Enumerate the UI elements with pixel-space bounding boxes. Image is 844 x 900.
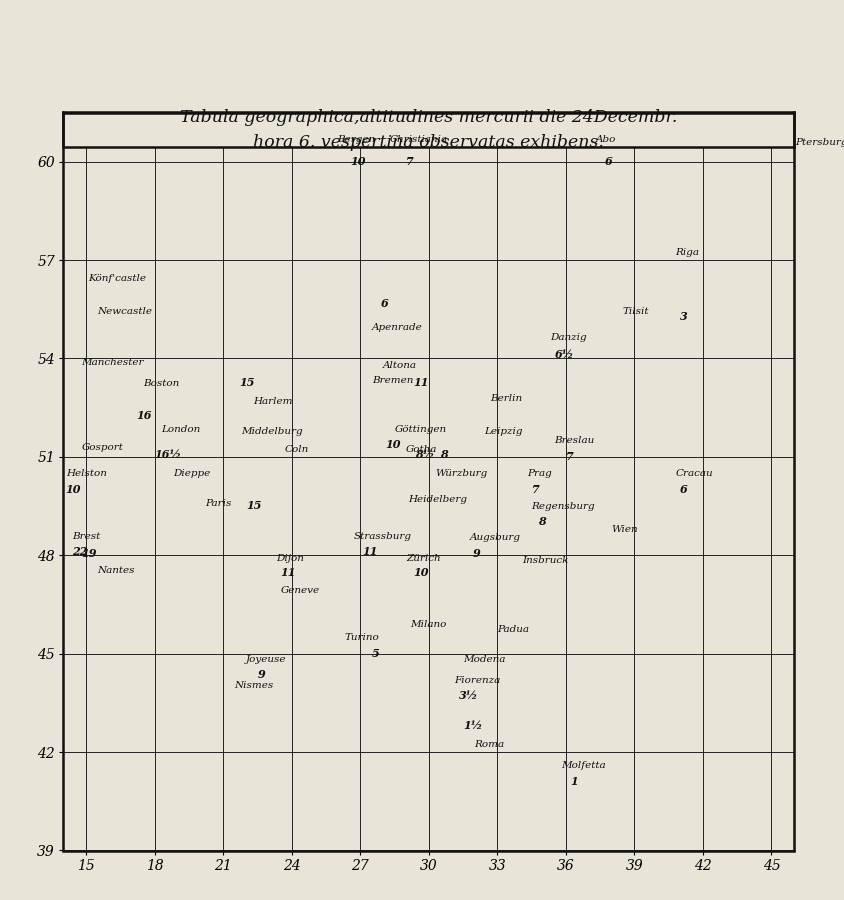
Text: Middelburg: Middelburg: [241, 427, 303, 436]
Text: Gotha: Gotha: [405, 445, 437, 454]
Text: 10: 10: [413, 567, 428, 579]
Text: Ptersburg: Ptersburg: [794, 138, 844, 147]
Text: Newcastle: Newcastle: [98, 307, 153, 316]
Text: Paris: Paris: [205, 499, 231, 508]
Text: 9: 9: [257, 669, 265, 680]
Text: 8½: 8½: [414, 449, 434, 460]
Text: 6: 6: [604, 156, 612, 166]
Text: 6½: 6½: [554, 349, 573, 360]
Text: Coln: Coln: [284, 445, 309, 454]
Text: Boston: Boston: [143, 379, 180, 388]
Text: 15: 15: [239, 377, 254, 388]
Text: Gosport: Gosport: [82, 443, 123, 452]
Text: Könf'castle: Könf'castle: [89, 274, 146, 284]
Text: Wien: Wien: [611, 525, 637, 534]
Text: 8: 8: [538, 517, 545, 527]
Text: Modena: Modena: [463, 654, 505, 663]
Text: 10: 10: [349, 156, 365, 166]
Text: 22: 22: [73, 546, 88, 557]
Bar: [63, 112, 793, 147]
Text: Cracau: Cracau: [674, 469, 712, 478]
Text: Dijon: Dijon: [275, 554, 303, 563]
Text: Apenrade: Apenrade: [371, 323, 422, 332]
Text: 15: 15: [246, 500, 262, 511]
Text: 8: 8: [440, 449, 447, 460]
Text: 3: 3: [679, 311, 687, 322]
Text: 1: 1: [570, 776, 577, 787]
Text: Insbruck: Insbruck: [522, 556, 568, 565]
Text: Molfetta: Molfetta: [560, 761, 605, 770]
Text: 16: 16: [137, 410, 152, 421]
Text: Nismes: Nismes: [235, 680, 273, 689]
Text: Helston: Helston: [66, 469, 106, 478]
Text: 3½: 3½: [458, 690, 478, 701]
Text: Tabula geographica,altitudines mercurii die 24Decembr.: Tabula geographica,altitudines mercurii …: [180, 109, 677, 126]
Text: 10: 10: [385, 439, 400, 450]
Text: 9: 9: [472, 547, 479, 559]
Text: Harlem: Harlem: [252, 397, 292, 406]
Text: Dieppe: Dieppe: [173, 469, 210, 478]
Text: Geneve: Geneve: [280, 586, 319, 595]
Text: Turino: Turino: [344, 634, 379, 643]
Text: 16½: 16½: [154, 449, 181, 460]
Text: 11: 11: [362, 546, 377, 557]
Text: 7: 7: [565, 451, 573, 462]
Text: 19: 19: [82, 547, 97, 559]
Text: 10: 10: [66, 483, 81, 495]
Text: Bergen: Bergen: [337, 135, 375, 144]
Text: Augsburg: Augsburg: [469, 533, 521, 542]
Text: Strassburg: Strassburg: [353, 532, 411, 541]
Text: 7: 7: [531, 483, 538, 495]
Text: Abo: Abo: [595, 135, 615, 144]
Text: Riga: Riga: [674, 248, 699, 256]
Text: Nantes: Nantes: [98, 566, 135, 575]
Text: Berlin: Berlin: [490, 394, 522, 403]
Text: Zürich: Zürich: [405, 554, 440, 563]
Text: London: London: [161, 425, 201, 434]
Text: Heidelberg: Heidelberg: [408, 496, 467, 505]
Text: 6: 6: [679, 483, 687, 495]
Text: hora 6. vespertina observatas exhibens.: hora 6. vespertina observatas exhibens.: [253, 134, 603, 150]
Text: 11: 11: [413, 377, 428, 388]
Text: Milano: Milano: [410, 620, 446, 629]
Text: Breslau: Breslau: [554, 436, 594, 446]
Text: 1½: 1½: [463, 720, 482, 731]
Text: Regensburg: Regensburg: [531, 502, 594, 511]
Text: Tilsit: Tilsit: [622, 307, 649, 316]
Text: Brest: Brest: [73, 532, 100, 541]
Text: Danzig: Danzig: [549, 333, 586, 342]
Text: Leipzig: Leipzig: [483, 427, 522, 436]
Text: 11: 11: [280, 567, 295, 579]
Text: Padua: Padua: [497, 625, 528, 634]
Text: Christiania: Christiania: [390, 135, 447, 144]
Text: Göttingen: Göttingen: [394, 425, 446, 434]
Text: 7: 7: [405, 156, 414, 166]
Text: Würzburg: Würzburg: [436, 469, 487, 478]
Text: Bremen: Bremen: [371, 375, 413, 384]
Text: Joyeuse: Joyeuse: [246, 654, 286, 663]
Text: 5: 5: [371, 648, 379, 659]
Text: Roma: Roma: [474, 740, 504, 749]
Text: Prag: Prag: [527, 469, 551, 478]
Text: Altona: Altona: [382, 361, 417, 370]
Text: 6: 6: [381, 298, 388, 310]
Text: Fiorenza: Fiorenza: [453, 676, 500, 685]
Text: Manchester: Manchester: [82, 357, 144, 366]
